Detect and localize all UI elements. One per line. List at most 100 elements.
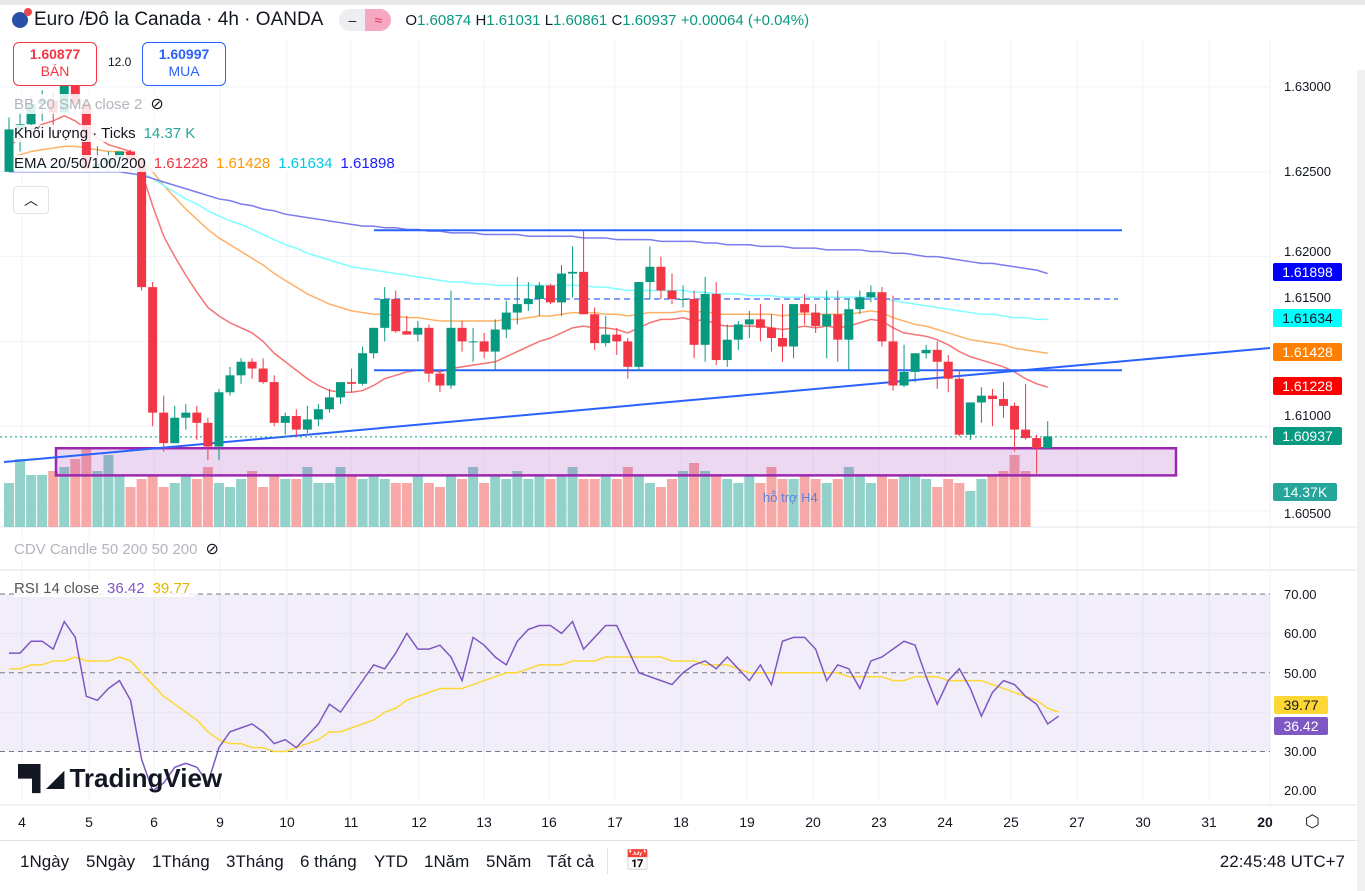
candle-body: [645, 266, 655, 283]
candle-body: [159, 412, 169, 444]
rsi-line: [9, 619, 1060, 793]
range-button[interactable]: 1Tháng: [152, 852, 210, 871]
volume-bar: [545, 479, 556, 527]
minus-icon[interactable]: –: [348, 12, 357, 28]
time-tick: 17: [607, 814, 623, 830]
volume-bar: [302, 467, 313, 527]
volume-bar: [998, 471, 1009, 527]
volume-bar: [700, 471, 711, 527]
bb-indicator-legend[interactable]: BB 20 SMA close 2 ⊘: [14, 94, 168, 114]
volume-bar: [987, 475, 998, 527]
price-tick: 1.62500: [1284, 164, 1331, 179]
rsi-indicator-legend[interactable]: RSI 14 close 36.42 39.77: [14, 580, 195, 597]
time-tick: 20: [1257, 814, 1273, 830]
high-value: 1.61031: [486, 11, 541, 29]
clock[interactable]: 22:45:48 UTC+7: [1219, 852, 1345, 871]
chart-mode-toggle[interactable]: – ≈: [339, 9, 392, 31]
volume-bar: [423, 483, 434, 527]
time-tick: 9: [216, 814, 224, 830]
volume-bar: [81, 447, 92, 527]
support-zone: [54, 446, 1178, 477]
range-button[interactable]: 1Ngày: [20, 852, 70, 871]
candle-body: [313, 409, 323, 420]
volume-bar: [490, 475, 501, 527]
range-button[interactable]: 5Năm: [486, 852, 532, 871]
last-price-tag: 1.60937: [1273, 427, 1342, 445]
candle-body: [1043, 436, 1053, 449]
volume-bar: [644, 483, 655, 527]
ema-indicator-legend[interactable]: EMA 20/50/100/200 1.61228 1.61428 1.6163…: [14, 155, 399, 172]
cdv-indicator-legend[interactable]: CDV Candle 50 200 50 200 ⊘: [14, 539, 223, 559]
candle-body: [1032, 438, 1042, 449]
ema200-price-tag: 1.61898: [1273, 263, 1342, 281]
range-button[interactable]: 3Tháng: [226, 852, 284, 871]
candle-body: [965, 402, 975, 435]
volume-bar: [854, 475, 865, 527]
candle-body: [711, 293, 721, 361]
volume-bar: [357, 479, 368, 527]
sell-button[interactable]: 1.60877 BÁN: [13, 42, 97, 86]
candle-body: [26, 103, 36, 125]
approx-icon[interactable]: ≈: [365, 9, 392, 31]
volume-bar: [401, 483, 412, 527]
ohlc-readout: O1.60874 H1.61031 L1.60861 C1.60937 +0.0…: [405, 12, 809, 29]
candle-body: [380, 299, 390, 328]
volume-bar: [611, 479, 622, 527]
candle-body: [634, 282, 644, 367]
volume-bar: [125, 487, 136, 527]
candle-body: [943, 361, 953, 379]
range-button[interactable]: 6 tháng: [300, 852, 357, 871]
eye-hidden-icon[interactable]: ⊘: [150, 96, 164, 113]
time-tick: 5: [85, 814, 93, 830]
volume-bar: [236, 479, 247, 527]
volume-indicator-legend[interactable]: Khối lượng · Ticks 14.37 K: [14, 125, 200, 142]
right-scrollbar[interactable]: [1357, 70, 1365, 891]
buy-button[interactable]: 1.60997 MUA: [142, 42, 226, 86]
symbol-header: Euro /Đô la Canada · 4h · OANDA – ≈ O1.6…: [12, 8, 809, 31]
volume-bar: [810, 479, 821, 527]
tradingview-logo: ▀▌◢ TradingView: [18, 763, 222, 794]
range-button[interactable]: YTD: [374, 852, 408, 871]
candle-body: [568, 271, 578, 274]
calendar-goto-icon[interactable]: 📅: [625, 850, 650, 872]
candle-body: [391, 299, 401, 332]
rsi-tick: 70.00: [1284, 587, 1317, 602]
time-tick: 24: [937, 814, 953, 830]
candle-body: [247, 361, 257, 369]
tradingview-wordmark: TradingView: [69, 763, 223, 793]
volume-bar: [655, 487, 666, 527]
time-tick: 31: [1201, 814, 1217, 830]
volume-bar: [15, 459, 26, 527]
volume-bar: [578, 479, 589, 527]
volume-bar: [689, 463, 700, 527]
price-tick: 1.62000: [1284, 244, 1331, 259]
volume-bar: [280, 479, 291, 527]
volume-bar: [567, 467, 578, 527]
volume-bar: [390, 483, 401, 527]
candle-body: [181, 412, 191, 418]
sell-label: BÁN: [40, 63, 70, 79]
volume-bar: [755, 483, 766, 527]
range-button[interactable]: 1Năm: [424, 852, 470, 871]
time-tick: 30: [1135, 814, 1151, 830]
volume-bar: [954, 483, 965, 527]
range-button[interactable]: Tất cả: [547, 852, 595, 871]
collapse-legend-button[interactable]: ︿: [13, 186, 49, 214]
candle-body: [999, 399, 1008, 406]
volume-bar: [556, 475, 567, 527]
candle-body: [457, 327, 467, 342]
candle-body: [888, 341, 898, 386]
eye-hidden-icon[interactable]: ⊘: [205, 541, 219, 558]
volume-bar: [799, 475, 810, 527]
volume-bar: [832, 479, 843, 527]
price-tick: 1.63000: [1284, 79, 1331, 94]
candle-body: [722, 339, 732, 361]
buy-price: 1.60997: [158, 46, 210, 62]
volume-bar: [48, 471, 59, 527]
settings-icon[interactable]: ⬡: [1305, 812, 1320, 831]
candle-body: [214, 392, 224, 447]
range-button[interactable]: 5Ngày: [86, 852, 136, 871]
candle-body: [291, 416, 301, 430]
symbol-title[interactable]: Euro /Đô la Canada · 4h · OANDA: [34, 9, 324, 30]
